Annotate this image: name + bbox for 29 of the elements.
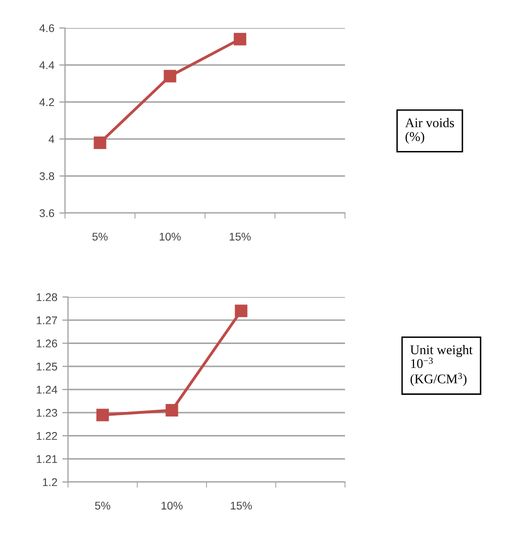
x-tick-label: 5% [95,502,110,510]
point [234,304,248,318]
x-tick-label: 15% [230,232,251,241]
y-tick-label: 4.2 [39,98,54,106]
x-tick-label: 10% [162,502,183,510]
y-tick-label: 1.24 [36,386,58,394]
x-tick-label: 10% [160,232,181,241]
x-tick-label: 5% [92,232,108,241]
y-tick-label: 1.28 [36,293,58,302]
y-tick-label: 4 [48,135,54,144]
y-tick-label: 1.27 [36,316,58,324]
y-tick-label: 1.23 [36,408,58,417]
point [96,408,109,422]
y-tick-label: 1.25 [36,362,58,371]
x-tick-label: 15% [230,502,252,510]
y-tick-label: 1.2 [42,478,58,486]
y-tick-label: 1.22 [36,432,58,440]
point [234,32,246,46]
y-tick-label: 1.26 [36,340,58,348]
point [166,404,178,417]
y-tick-label: 4.6 [39,24,54,32]
text: Air voids (%) [405,118,454,144]
y-tick-label: 1.21 [36,455,58,463]
y-tick-label: 3.8 [40,172,54,180]
point [164,70,176,82]
y-tick-label: 4.4 [39,61,54,70]
y-tick-label: 3.6 [40,209,54,218]
point [94,136,106,149]
text: Unit weight 10$^{−3}$ (KG/CM$^{3}$) [410,345,473,386]
